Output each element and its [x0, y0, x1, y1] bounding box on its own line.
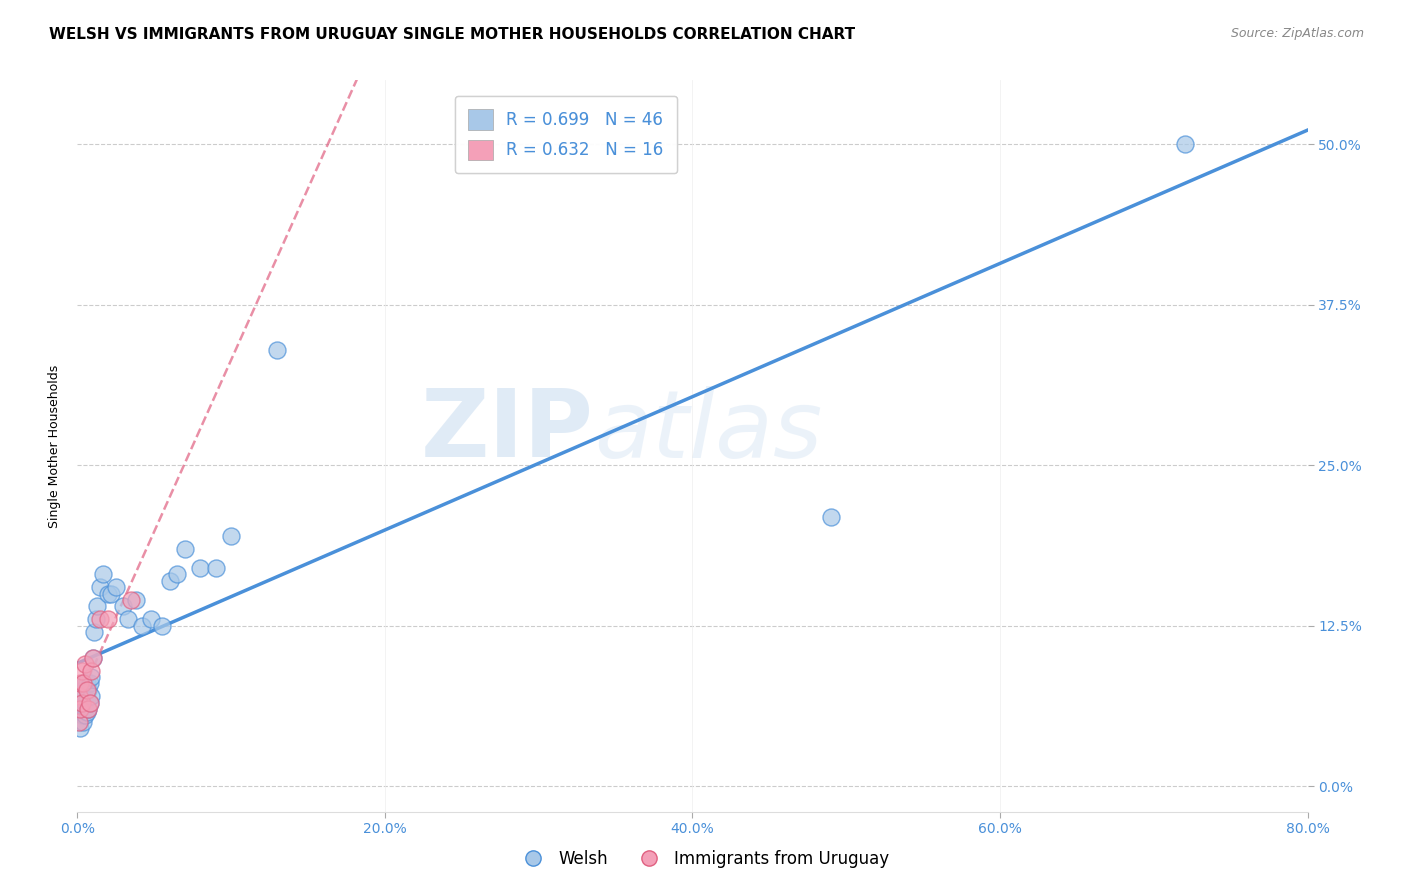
Point: [89, 580, 111, 594]
Point: [67, 702, 90, 716]
Point: [93, 567, 115, 582]
Text: Source: ZipAtlas.com: Source: ZipAtlas.com: [1230, 27, 1364, 40]
Point: [76, 676, 98, 690]
Point: [82, 650, 104, 665]
Point: [72, 690, 94, 704]
Point: [120, 593, 142, 607]
Point: [166, 567, 188, 582]
Text: atlas: atlas: [595, 386, 823, 477]
Point: [80, 664, 103, 678]
Text: WELSH VS IMMIGRANTS FROM URUGUAY SINGLE MOTHER HOUSEHOLDS CORRELATION CHART: WELSH VS IMMIGRANTS FROM URUGUAY SINGLE …: [49, 27, 855, 42]
Point: [69, 702, 91, 716]
Point: [82, 650, 104, 665]
Point: [76, 691, 98, 706]
Legend: R = 0.699   N = 46, R = 0.632   N = 16: R = 0.699 N = 46, R = 0.632 N = 16: [454, 96, 676, 173]
Point: [76, 705, 98, 719]
Point: [76, 682, 98, 697]
Point: [77, 702, 100, 716]
Point: [174, 541, 197, 556]
Point: [70, 682, 93, 697]
Point: [72, 714, 94, 729]
Point: [820, 509, 842, 524]
Point: [89, 612, 111, 626]
Point: [69, 702, 91, 716]
Point: [79, 696, 101, 710]
Point: [84, 612, 107, 626]
Point: [125, 593, 148, 607]
Point: [67, 714, 90, 729]
Point: [69, 676, 91, 690]
Point: [131, 618, 153, 632]
Point: [70, 696, 93, 710]
Point: [70, 708, 93, 723]
Point: [219, 529, 242, 543]
Point: [79, 676, 101, 690]
Point: [100, 586, 122, 600]
Point: [79, 696, 101, 710]
Point: [80, 690, 103, 704]
Point: [204, 561, 226, 575]
Point: [266, 343, 288, 357]
Point: [80, 670, 103, 684]
Point: [141, 612, 163, 626]
Point: [97, 586, 120, 600]
Point: [73, 676, 96, 690]
Point: [77, 682, 100, 697]
Point: [150, 618, 173, 632]
Point: [97, 612, 120, 626]
Point: [73, 657, 96, 672]
Point: [69, 690, 91, 704]
Point: [67, 690, 90, 704]
Point: [117, 612, 139, 626]
Point: [69, 721, 91, 735]
Point: [86, 599, 108, 614]
Point: [73, 696, 96, 710]
Y-axis label: Single Mother Households: Single Mother Households: [48, 364, 62, 528]
Point: [112, 599, 135, 614]
Point: [72, 676, 94, 690]
Point: [1174, 137, 1197, 152]
Point: [104, 580, 127, 594]
Text: ZIP: ZIP: [422, 385, 595, 477]
Legend: Welsh, Immigrants from Uruguay: Welsh, Immigrants from Uruguay: [510, 844, 896, 875]
Point: [188, 561, 212, 575]
Point: [83, 625, 105, 640]
Point: [67, 714, 90, 729]
Point: [77, 702, 100, 716]
Point: [73, 708, 96, 723]
Point: [70, 696, 93, 710]
Point: [70, 664, 93, 678]
Point: [159, 574, 181, 588]
